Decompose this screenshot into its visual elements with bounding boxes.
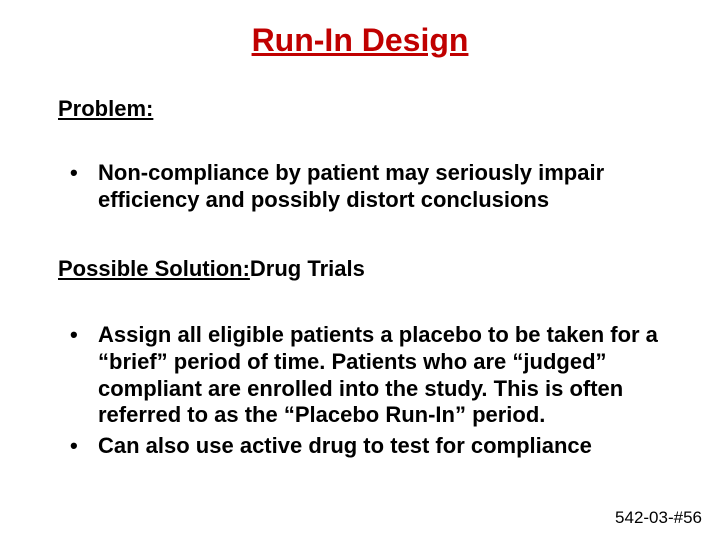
- problem-heading: Problem:: [58, 96, 153, 122]
- solution-heading: Possible Solution: Drug Trials: [58, 256, 365, 282]
- slide-title: Run-In Design: [0, 22, 720, 59]
- problem-bullet-list: Non-compliance by patient may seriously …: [68, 160, 670, 214]
- slide: Run-In Design Problem: Non-compliance by…: [0, 0, 720, 540]
- solution-heading-underlined: Possible Solution:: [58, 256, 250, 281]
- bullet-item: Can also use active drug to test for com…: [68, 433, 670, 460]
- bullet-item: Non-compliance by patient may seriously …: [68, 160, 670, 214]
- solution-bullet-list: Assign all eligible patients a placebo t…: [68, 322, 670, 460]
- bullet-item: Assign all eligible patients a placebo t…: [68, 322, 670, 429]
- solution-heading-rest: Drug Trials: [250, 256, 365, 282]
- slide-number: 542-03-#56: [615, 508, 702, 528]
